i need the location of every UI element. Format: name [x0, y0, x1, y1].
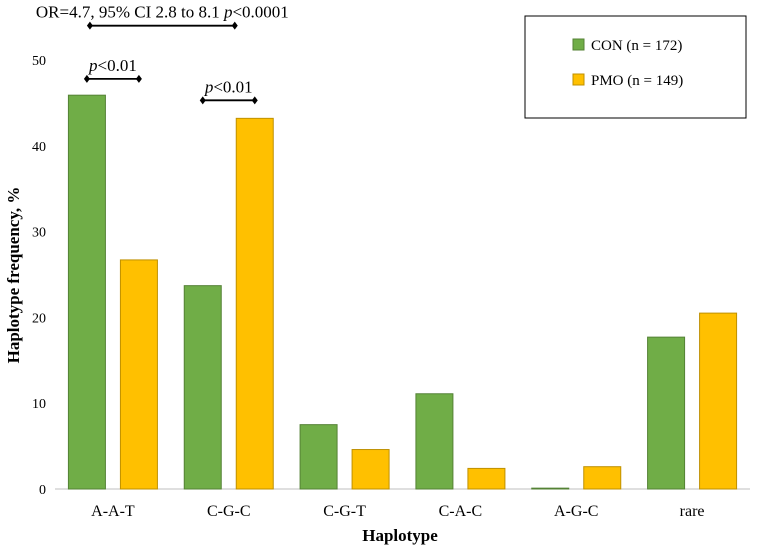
- bar-pmo-a-a-t: [119, 259, 158, 490]
- legend-box: [524, 15, 747, 119]
- x-tick-label: C-G-T: [323, 503, 366, 520]
- x-tick-label: C-A-C: [439, 503, 483, 520]
- legend-swatch-pmo: [572, 73, 585, 86]
- bar-con-rare: [647, 336, 686, 490]
- x-tick-label: A-G-C: [554, 503, 598, 520]
- bar-pmo-rare: [699, 312, 738, 490]
- aat-bracket-label: p<0.01: [88, 56, 137, 75]
- bar-con-c-g-t: [299, 424, 338, 490]
- cgc-bracket-label: p<0.01: [204, 77, 253, 96]
- aat-bracket-end: [135, 74, 142, 83]
- x-tick-label: C-G-C: [207, 503, 251, 520]
- y-tick-label: 50: [32, 54, 46, 69]
- y-tick-label: 40: [32, 140, 46, 155]
- legend-label-con: CON (n = 172): [591, 38, 682, 54]
- legend: CON (n = 172) PMO (n = 149): [524, 15, 747, 119]
- cgc-bracket-end: [251, 96, 258, 105]
- y-tick-label: 30: [32, 226, 46, 241]
- y-axis: 0 10 20 30 40 50: [32, 54, 46, 498]
- y-axis-title: Haplotype frequency, %: [4, 187, 23, 364]
- bar-pmo-c-a-c: [467, 467, 506, 490]
- bar-con-a-a-t: [67, 94, 106, 490]
- x-tick-label: rare: [680, 503, 705, 520]
- aat-bracket-end: [83, 74, 90, 83]
- y-tick-label: 10: [32, 397, 46, 412]
- or-bracket-label: OR=4.7, 95% CI 2.8 to 8.1 p<0.0001: [36, 3, 289, 22]
- bar-pmo-a-g-c: [583, 466, 622, 490]
- or-bracket-end: [231, 21, 238, 30]
- annotations: OR=4.7, 95% CI 2.8 to 8.1 p<0.0001 p<0.01…: [36, 3, 289, 105]
- y-tick-label: 0: [39, 483, 46, 498]
- bar-pmo-c-g-c: [235, 117, 274, 490]
- cgc-bracket-end: [199, 96, 206, 105]
- bar-con-c-a-c: [415, 393, 454, 490]
- bar-con-a-g-c: [531, 487, 570, 490]
- x-axis: A-A-T C-G-C C-G-T C-A-C A-G-C rare: [55, 488, 750, 520]
- x-axis-title: Haplotype: [362, 526, 438, 545]
- legend-label-pmo: PMO (n = 149): [591, 73, 683, 89]
- bar-con-c-g-c: [183, 285, 222, 490]
- bars: [67, 94, 738, 490]
- y-tick-label: 20: [32, 311, 46, 326]
- or-bracket-end: [86, 21, 93, 30]
- legend-swatch-con: [572, 38, 585, 51]
- bar-pmo-c-g-t: [351, 449, 390, 490]
- x-tick-label: A-A-T: [91, 503, 135, 520]
